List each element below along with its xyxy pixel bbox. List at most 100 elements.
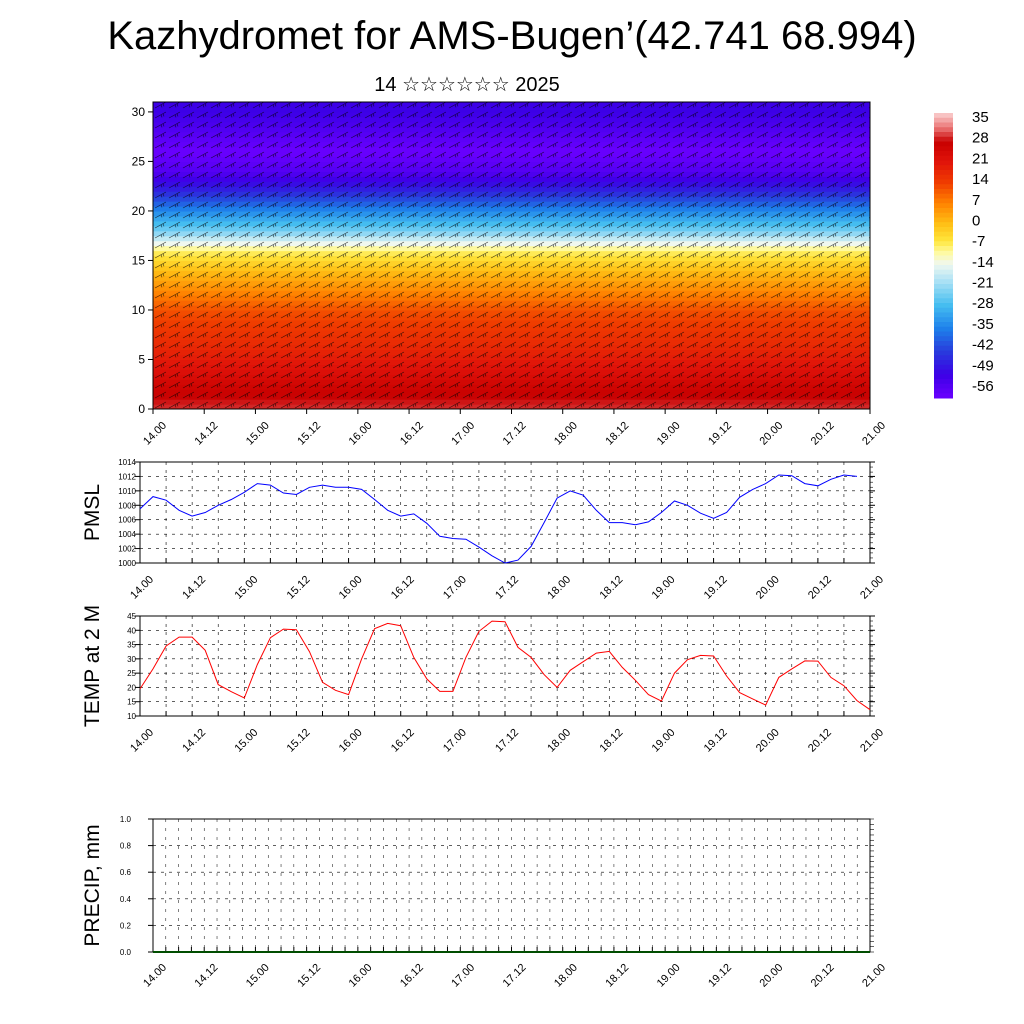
colorbar-swatch	[934, 208, 953, 214]
y-tick-label: 20	[127, 683, 136, 692]
y-axis-label: TEMP at 2 M	[81, 605, 104, 727]
colorbar-swatch	[934, 160, 953, 166]
x-tick-label: 16.00	[337, 574, 365, 602]
colorbar-swatch	[934, 336, 953, 342]
colorbar-swatch	[934, 341, 953, 347]
x-tick-label: 20.00	[757, 420, 785, 448]
x-tick-label: 17.12	[493, 574, 521, 602]
colorbar-label: -56	[972, 378, 994, 395]
x-tick-label: 16.12	[398, 962, 426, 990]
x-tick-label: 19.00	[650, 574, 678, 602]
colorbar-label: -14	[972, 254, 994, 271]
x-tick-label: 18.12	[597, 574, 625, 602]
colorbar-label: 21	[972, 150, 989, 167]
colorbar-swatch	[934, 355, 953, 361]
x-tick-label: 16.12	[389, 574, 417, 602]
colorbar-swatch	[934, 303, 953, 309]
colorbar-label: -28	[972, 295, 994, 312]
colorbar-swatch	[934, 284, 953, 290]
colorbar-swatch	[934, 255, 953, 261]
x-tick-label: 21.00	[858, 727, 886, 755]
x-tick-label: 17.00	[449, 962, 477, 990]
x-tick-label: 17.12	[501, 962, 529, 990]
colorbar-swatch	[934, 222, 953, 228]
y-tick-label: 1010	[118, 487, 136, 496]
page-title: Kazhydromet for AMS-Bugen’(42.741 68.994…	[107, 14, 917, 58]
y-tick-label: 15	[127, 698, 136, 707]
x-tick-label: 15.00	[244, 420, 272, 448]
colorbar-label: 0	[972, 212, 980, 229]
series-line	[139, 620, 871, 711]
pmsl-chart: 1000 1002 1004 1006 1008 1010 1012 1014 14.00 14.…	[81, 458, 886, 602]
colorbar-label: -42	[972, 337, 994, 354]
x-tick-label: 16.12	[389, 727, 417, 755]
colorbar-swatch	[934, 141, 953, 147]
colorbar-swatch	[934, 165, 953, 171]
y-axis-label: PRECIP, mm	[81, 824, 104, 946]
x-tick-label: 17.12	[493, 727, 521, 755]
colorbar-swatch	[934, 265, 953, 271]
colorbar-swatch	[934, 250, 953, 256]
x-tick-label: 19.00	[655, 420, 683, 448]
y-tick-label: 35	[127, 641, 136, 650]
colorbar-swatch	[934, 231, 953, 237]
colorbar-swatch	[934, 203, 953, 209]
colorbar-swatch	[934, 217, 953, 223]
x-tick-label: 21.00	[860, 962, 888, 990]
colorbar-swatch	[934, 146, 953, 152]
y-tick-label: 0.2	[120, 921, 132, 930]
colorbar-swatch	[934, 132, 953, 138]
series-line	[139, 474, 858, 564]
colorbar-swatch	[934, 307, 953, 313]
colorbar-swatch	[934, 388, 953, 394]
colorbar-swatch	[934, 331, 953, 337]
colorbar-swatch	[934, 246, 953, 252]
wind-barbs-overlay	[153, 102, 870, 409]
y-tick-label: 1000	[118, 559, 136, 568]
x-tick-label: 15.12	[295, 420, 323, 448]
x-tick-label: 16.00	[337, 727, 365, 755]
x-tick-label: 21.00	[858, 574, 886, 602]
x-tick-label: 14.12	[193, 962, 221, 990]
x-tick-label: 17.00	[449, 420, 477, 448]
colorbar-swatch	[934, 136, 953, 142]
y-tick-label: 30	[132, 105, 146, 119]
colorbar-swatch	[934, 212, 953, 218]
colorbar-swatch	[934, 170, 953, 176]
colorbar-swatch	[934, 345, 953, 351]
x-tick-label: 14.12	[180, 727, 208, 755]
y-tick-label: 1014	[118, 458, 136, 467]
colorbar-label: 7	[972, 192, 980, 209]
cross-section-heatmap: 0 5 10 15 20 25 30 14.00 14.12 15.00 15.12 16.00 16.…	[132, 101, 888, 448]
x-tick-label: 14.00	[128, 727, 156, 755]
x-tick-label: 19.12	[702, 727, 730, 755]
x-tick-label: 18.12	[603, 420, 631, 448]
x-tick-label: 15.12	[285, 574, 313, 602]
x-tick-label: 19.12	[706, 962, 734, 990]
x-tick-label: 14.12	[193, 420, 221, 448]
colorbar-swatch	[934, 174, 953, 180]
y-axis-label: PMSL	[81, 484, 104, 541]
colorbar-swatch	[934, 364, 953, 370]
colorbar-swatch	[934, 374, 953, 380]
x-tick-label: 14.00	[141, 420, 169, 448]
page-subtitle: 14 ☆☆☆☆☆☆ 2025	[374, 74, 560, 96]
colorbar-swatch	[934, 298, 953, 304]
x-tick-label: 15.00	[232, 727, 260, 755]
y-tick-label: 1008	[118, 501, 136, 510]
y-tick-label: 20	[132, 204, 146, 218]
y-tick-label: 10	[127, 712, 136, 721]
x-tick-label: 17.00	[441, 727, 469, 755]
colorbar-swatch	[934, 151, 953, 157]
colorbar-swatch	[934, 189, 953, 195]
colorbar-swatch	[934, 312, 953, 318]
colorbar-swatch	[934, 113, 953, 119]
colorbar-label: -21	[972, 275, 994, 292]
x-tick-label: 15.00	[244, 962, 272, 990]
temp-chart: 10 15 20 25 30 35 40 45 14.00 14.12 15.00 15.12 16.0…	[81, 605, 886, 755]
x-tick-label: 20.00	[757, 962, 785, 990]
colorbar-swatch	[934, 360, 953, 366]
y-tick-label: 10	[132, 303, 146, 317]
y-tick-label: 0	[138, 402, 145, 416]
